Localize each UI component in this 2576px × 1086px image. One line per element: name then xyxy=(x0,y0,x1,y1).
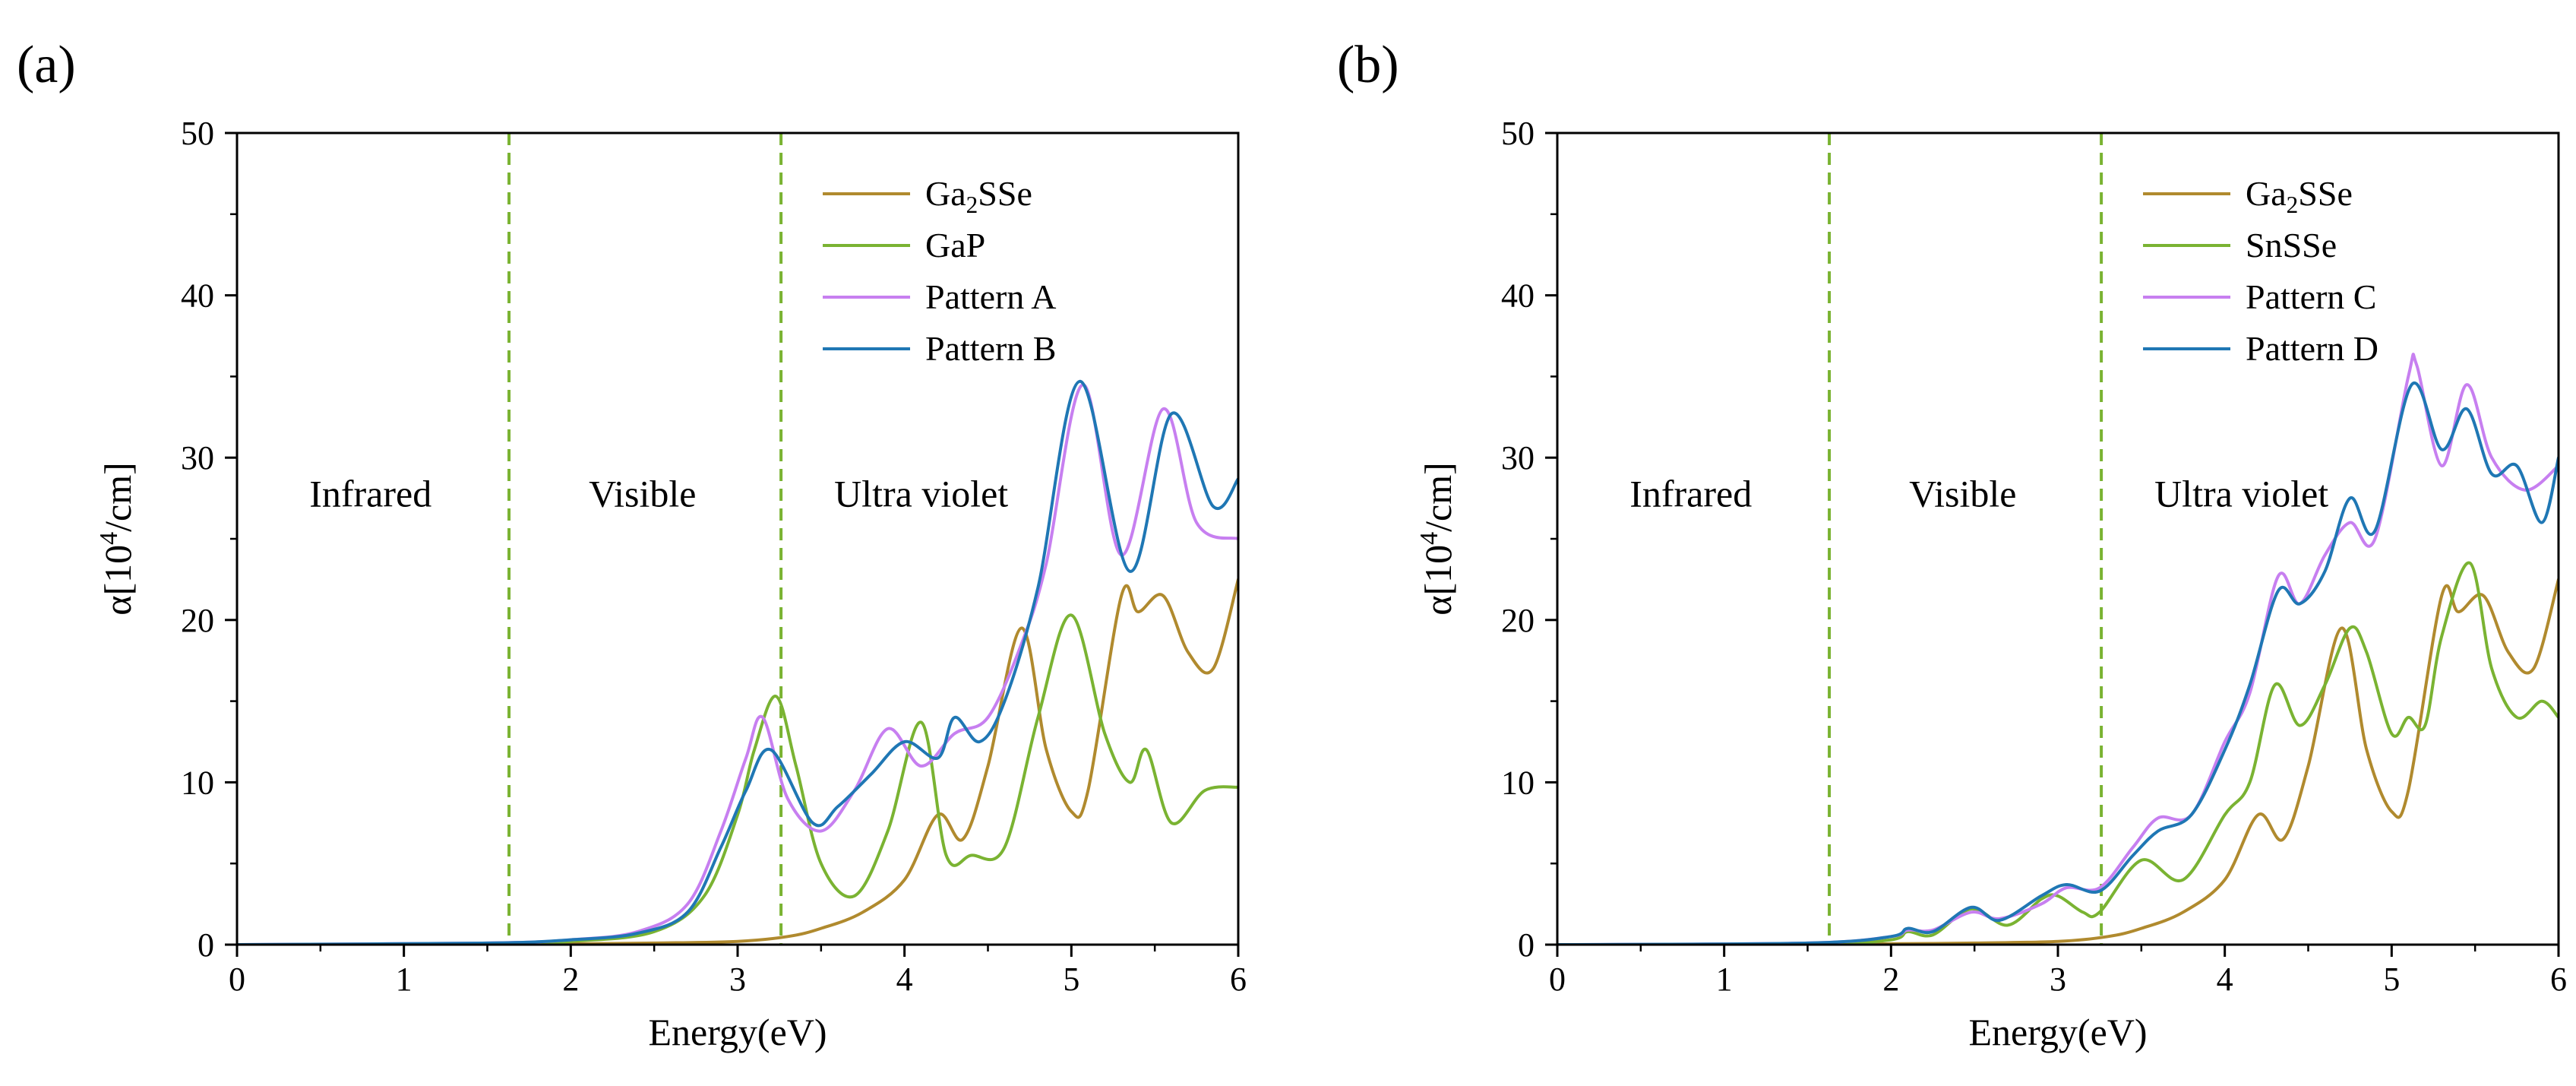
panel-label: (b) xyxy=(1337,36,1399,94)
x-tick-label: 6 xyxy=(1230,961,1247,998)
legend-label: Pattern B xyxy=(925,329,1056,368)
legend-label-part: Ga xyxy=(2246,174,2287,213)
x-tick-label: 5 xyxy=(1063,961,1079,998)
y-tick-label: 40 xyxy=(181,277,214,315)
panel-label: (a) xyxy=(17,36,76,94)
legend-label-part: Pattern D xyxy=(2246,329,2378,368)
legend-label: GaP xyxy=(925,226,985,264)
x-axis-label: Energy(eV) xyxy=(648,1011,827,1053)
y-tick-label: 0 xyxy=(198,926,214,964)
x-tick-label: 1 xyxy=(396,961,412,998)
y-tick-label: 0 xyxy=(1518,926,1535,964)
y-tick-label: 50 xyxy=(181,115,214,152)
legend-label-part: 2 xyxy=(966,192,978,218)
series-group xyxy=(1557,353,2559,945)
y-axis-label-part: /cm] xyxy=(96,462,139,532)
y-tick-label: 20 xyxy=(1501,602,1535,639)
x-tick-label: 6 xyxy=(2550,961,2567,998)
series-line-snsse xyxy=(1557,561,2559,945)
legend-label: Pattern A xyxy=(925,277,1056,316)
y-axis-label-part: 4 xyxy=(95,532,123,545)
y-tick-label: 30 xyxy=(181,439,214,477)
legend-label-part: Ga xyxy=(925,174,966,213)
x-tick-label: 3 xyxy=(2050,961,2066,998)
legend-label-part: Pattern C xyxy=(2246,277,2376,316)
region-label: Infrared xyxy=(309,472,431,515)
y-axis-label: α[104/cm] xyxy=(1415,462,1459,616)
y-axis-label: α[104/cm] xyxy=(95,462,139,616)
x-tick-label: 5 xyxy=(2383,961,2400,998)
y-tick-label: 40 xyxy=(1501,277,1535,315)
x-tick-label: 4 xyxy=(896,961,913,998)
x-tick-label: 2 xyxy=(1882,961,1899,998)
x-tick-label: 3 xyxy=(729,961,746,998)
legend-label-part: SSe xyxy=(2298,174,2353,213)
legend-label: Ga2SSe xyxy=(925,174,1032,218)
legend-label: Ga2SSe xyxy=(2246,174,2353,218)
x-tick-label: 4 xyxy=(2217,961,2233,998)
x-tick-label: 1 xyxy=(1716,961,1733,998)
y-axis-label-part: α[10 xyxy=(96,545,139,616)
legend-label-part: SSe xyxy=(978,174,1032,213)
y-tick-label: 50 xyxy=(1501,115,1535,152)
y-axis-label-part: /cm] xyxy=(1417,462,1459,532)
region-label: Infrared xyxy=(1629,472,1752,515)
y-axis-label-part: 4 xyxy=(1415,532,1443,545)
legend-label-part: Pattern A xyxy=(925,277,1056,316)
legend-label: SnSSe xyxy=(2246,226,2337,264)
x-tick-label: 2 xyxy=(562,961,579,998)
series-line-ga2sse xyxy=(237,578,1238,945)
series-line-pattern-c xyxy=(1557,353,2559,945)
x-tick-label: 0 xyxy=(1549,961,1566,998)
y-tick-label: 10 xyxy=(181,764,214,801)
series-line-pattern-d xyxy=(1557,381,2559,945)
legend-label-part: 2 xyxy=(2287,192,2299,218)
series-line-pattern-a xyxy=(237,383,1238,945)
y-tick-label: 20 xyxy=(181,602,214,639)
region-label: Ultra violet xyxy=(2154,472,2328,515)
series-group xyxy=(237,379,1238,945)
legend-label-part: Pattern B xyxy=(925,329,1056,368)
legend-label: Pattern D xyxy=(2246,329,2378,368)
x-tick-label: 0 xyxy=(229,961,245,998)
legend-label: Pattern C xyxy=(2246,277,2376,316)
region-label: Visible xyxy=(1909,472,2016,515)
region-label: Ultra violet xyxy=(834,472,1008,515)
series-line-pattern-b xyxy=(237,379,1238,945)
y-axis-label-part: α[10 xyxy=(1417,545,1459,616)
y-tick-label: 30 xyxy=(1501,439,1535,477)
panel-b: (b)0 1 2 3 4 5 601020304050Energy(eV)α[104/cm]… xyxy=(1337,36,2567,1053)
legend-label-part: GaP xyxy=(925,226,985,264)
region-label: Visible xyxy=(589,472,696,515)
panel-a: (a)0 1 2 3 4 5 601020304050Energy(eV)α[104/cm]… xyxy=(17,36,1247,1053)
legend-label-part: SnSSe xyxy=(2246,226,2337,264)
y-tick-label: 10 xyxy=(1501,764,1535,801)
x-axis-label: Energy(eV) xyxy=(1968,1011,2147,1053)
series-line-ga2sse xyxy=(1557,578,2559,945)
